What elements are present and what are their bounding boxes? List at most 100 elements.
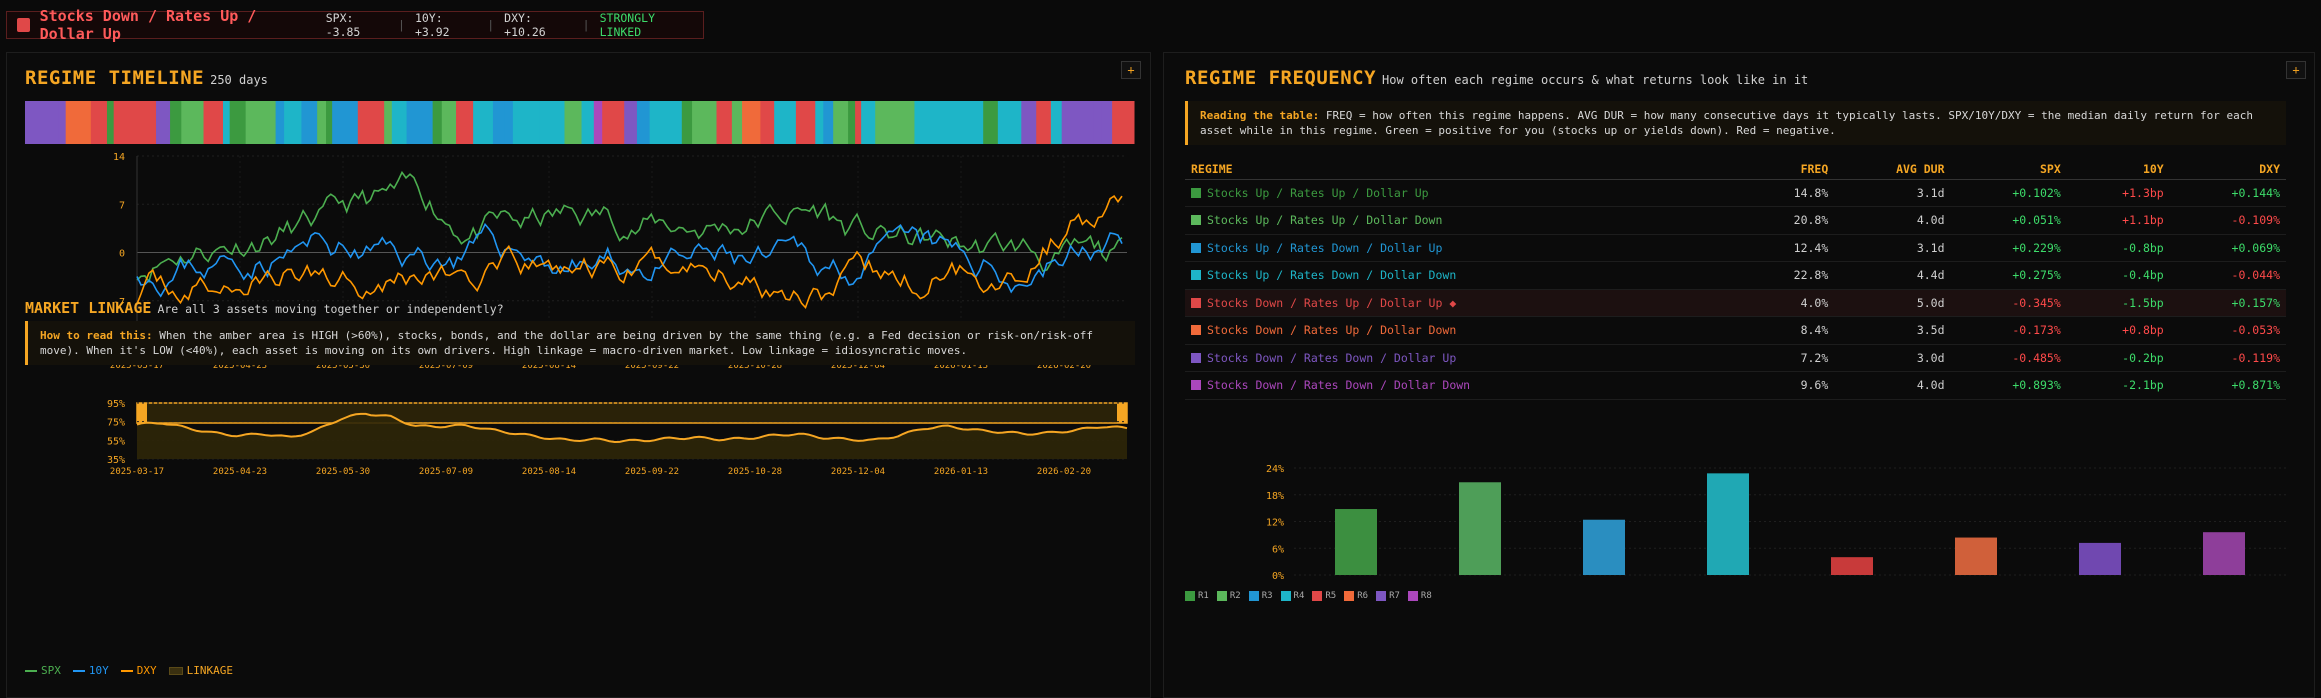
bar-r7[interactable] — [2079, 542, 2121, 575]
regime-segment[interactable] — [823, 101, 834, 144]
regime-segment[interactable] — [138, 101, 157, 144]
regime-segment[interactable] — [581, 101, 595, 144]
regime-segment[interactable] — [875, 101, 896, 144]
regime-segment[interactable] — [1036, 101, 1052, 144]
regime-segment[interactable] — [106, 101, 115, 144]
regime-segment[interactable] — [441, 101, 457, 144]
bar-legend-item[interactable]: R1 — [1185, 591, 1209, 601]
regime-segment[interactable] — [203, 101, 224, 144]
regime-segment[interactable] — [593, 101, 603, 144]
regime-segment[interactable] — [940, 101, 954, 144]
regime-segment[interactable] — [1093, 101, 1102, 144]
column-header[interactable]: DXY — [2169, 159, 2286, 180]
regime-segment[interactable] — [774, 101, 797, 144]
regime-segment[interactable] — [997, 101, 1022, 144]
table-row[interactable]: Stocks Up / Rates Down / Dollar Down 22.8… — [1185, 261, 2286, 290]
regime-segment[interactable] — [1101, 101, 1113, 144]
table-row[interactable]: Stocks Up / Rates Up / Dollar Up 14.8% 3.1… — [1185, 179, 2286, 207]
regime-segment[interactable] — [564, 101, 583, 144]
linkage-line[interactable] — [136, 412, 1128, 444]
regime-segment[interactable] — [222, 101, 231, 144]
spx-series-line[interactable] — [136, 170, 1123, 284]
regime-segment[interactable] — [795, 101, 816, 144]
slider-handle-left[interactable] — [137, 403, 147, 423]
legend-item[interactable]: LINKAGE — [168, 664, 233, 677]
regime-segment[interactable] — [456, 101, 474, 144]
regime-segment[interactable] — [742, 101, 761, 144]
regime-segment[interactable] — [275, 101, 285, 144]
column-header[interactable]: AVG DUR — [1834, 159, 1951, 180]
regime-segment[interactable] — [40, 101, 59, 144]
regime-segment[interactable] — [58, 101, 67, 144]
regime-segment[interactable] — [848, 101, 856, 144]
bar-r4[interactable] — [1707, 473, 1749, 575]
bar-legend-item[interactable]: R5 — [1312, 591, 1336, 601]
regime-segment[interactable] — [245, 101, 257, 144]
bar-legend-item[interactable]: R7 — [1376, 591, 1400, 601]
column-header[interactable]: SPX — [1950, 159, 2067, 180]
regime-segment[interactable] — [406, 101, 434, 144]
legend-item[interactable]: SPX — [25, 664, 61, 677]
column-header[interactable]: 10Y — [2066, 159, 2170, 180]
bar-r5[interactable] — [1831, 557, 1873, 575]
regime-segment[interactable] — [731, 101, 743, 144]
column-header[interactable]: FREQ — [1744, 159, 1835, 180]
regime-segment[interactable] — [326, 101, 333, 144]
table-row[interactable]: Stocks Down / Rates Up / Dollar Down 8.4%… — [1185, 316, 2286, 345]
regime-segment[interactable] — [692, 101, 718, 144]
regime-segment[interactable] — [332, 101, 359, 144]
legend-item[interactable]: 10Y — [72, 664, 109, 677]
regime-segment[interactable] — [760, 101, 775, 144]
regime-segment[interactable] — [284, 101, 302, 144]
bar-r3[interactable] — [1583, 519, 1625, 575]
regime-segment[interactable] — [815, 101, 824, 144]
regime-segment[interactable] — [636, 101, 651, 144]
regime-segment[interactable] — [156, 101, 171, 144]
regime-segment[interactable] — [25, 101, 42, 144]
bar-r8[interactable] — [2203, 532, 2245, 575]
regime-segment[interactable] — [492, 101, 505, 144]
regime-segment[interactable] — [90, 101, 108, 144]
bar-legend-item[interactable]: R6 — [1344, 591, 1368, 601]
bar-legend-item[interactable]: R8 — [1407, 591, 1432, 601]
table-row[interactable]: Stocks Down / Rates Down / Dollar Up 7.2%… — [1185, 344, 2286, 372]
expand-button[interactable]: + — [1121, 61, 1141, 79]
table-row[interactable]: Stocks Up / Rates Down / Dollar Up 12.4% 3… — [1185, 234, 2286, 262]
regime-segment[interactable] — [473, 101, 494, 144]
regime-segment[interactable] — [76, 101, 92, 144]
table-row[interactable]: Stocks Down / Rates Up / Dollar Up ◆ 4.0%… — [1185, 289, 2286, 317]
regime-segment[interactable] — [895, 101, 915, 144]
bar-r6[interactable] — [1955, 537, 1997, 575]
column-header[interactable]: REGIME — [1185, 159, 1745, 180]
bar-r1[interactable] — [1335, 509, 1377, 575]
dxy-series-line[interactable] — [136, 195, 1123, 310]
regime-segment[interactable] — [833, 101, 849, 144]
regime-segment[interactable] — [357, 101, 385, 144]
table-row[interactable]: Stocks Up / Rates Up / Dollar Down 20.8% 4… — [1185, 206, 2286, 235]
slider-handle-right[interactable] — [1117, 403, 1127, 423]
regime-segment[interactable] — [983, 101, 999, 144]
regime-segment[interactable] — [967, 101, 984, 144]
regime-segment[interactable] — [113, 101, 139, 144]
10y-series-line[interactable] — [136, 222, 1123, 298]
regime-segment[interactable] — [1112, 101, 1135, 144]
regime-segment[interactable] — [656, 101, 683, 144]
regime-segment[interactable] — [317, 101, 327, 144]
regime-segment[interactable] — [681, 101, 693, 144]
regime-segment[interactable] — [229, 101, 247, 144]
bar-legend-item[interactable]: R3 — [1248, 591, 1273, 601]
regime-segment[interactable] — [602, 101, 625, 144]
regime-segment[interactable] — [914, 101, 941, 144]
regime-segment[interactable] — [861, 101, 876, 144]
bar-r2[interactable] — [1459, 482, 1501, 575]
bar-legend-item[interactable]: R2 — [1216, 591, 1241, 601]
regime-segment[interactable] — [384, 101, 393, 144]
regime-segment[interactable] — [1061, 101, 1073, 144]
legend-item[interactable]: DXY — [120, 664, 157, 677]
regime-segment[interactable] — [624, 101, 638, 144]
regime-segment[interactable] — [716, 101, 733, 144]
expand-button[interactable]: + — [2286, 61, 2306, 79]
regime-segment[interactable] — [432, 101, 443, 144]
regime-segment[interactable] — [1071, 101, 1094, 144]
regime-segment[interactable] — [391, 101, 408, 144]
